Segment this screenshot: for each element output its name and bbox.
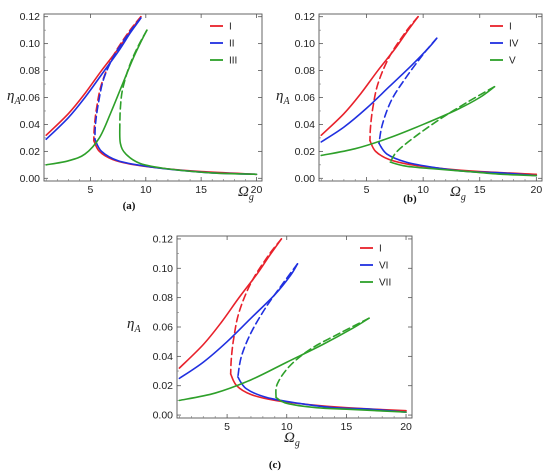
curves (45, 15, 258, 176)
chart-panel-2: 5 10 15 20 0.00 0.02 0.04 0.06 0.08 0.10 0.12 Ωg ηA I… (276, 11, 543, 205)
series-VII-dashed-branch (275, 317, 370, 399)
y-axis-label: ηA (276, 88, 290, 107)
y-tick-label: 0.00 (153, 410, 174, 422)
y-tick-label: 0.04 (153, 351, 174, 363)
y-tick-label: 0.12 (20, 11, 41, 23)
x-tick-label: 20 (530, 184, 542, 196)
legend-label-II: II (229, 39, 235, 50)
y-tick-label: 0.10 (295, 38, 316, 50)
y-axis-label: ηA (127, 316, 141, 335)
y-tick-label: 0.02 (153, 380, 174, 392)
series-VI-solid-branch (178, 263, 299, 380)
x-tick-label: 20 (251, 184, 263, 196)
y-tick-label: 0.08 (20, 65, 41, 77)
legend-label-VI: VI (379, 261, 388, 272)
series-III-dashed-branch (119, 29, 148, 127)
y-tick-label: 0.02 (295, 146, 316, 158)
legend-label-I: I (509, 22, 512, 33)
series-I-dashed-branch (229, 238, 283, 375)
x-tick-label: 5 (88, 184, 94, 196)
series-IV-solid-branch (378, 142, 538, 177)
series-I-solid-branch (229, 373, 407, 412)
series-VII-solid-branch (178, 317, 370, 402)
x-tick-label: 10 (281, 421, 293, 433)
legend-label-V: V (509, 56, 516, 67)
y-tick-label: 0.08 (153, 292, 174, 304)
legend-label-I: I (379, 244, 382, 255)
panel-label: (a) (123, 200, 136, 212)
series-I-solid-branch (320, 15, 419, 137)
y-tick-label: 0.12 (153, 233, 174, 245)
y-tick-label: 0.06 (153, 322, 174, 334)
legend-label-I: I (229, 22, 232, 33)
y-tick-label: 0.04 (20, 119, 41, 131)
series-I-dashed-branch (93, 15, 142, 142)
legend-label-III: III (229, 56, 237, 67)
x-tick-label: 20 (400, 421, 412, 433)
y-tick-label: 0.00 (295, 173, 316, 185)
y-tick-label: 0.12 (295, 11, 316, 23)
y-tick-label: 0.04 (295, 119, 316, 131)
curves (320, 15, 538, 177)
x-tick-label: 15 (341, 421, 353, 433)
series-V-solid-branch (320, 85, 496, 157)
legend: I VI VII (360, 244, 391, 289)
series-V-dashed-branch (389, 85, 496, 163)
series-II-dashed-branch (94, 17, 142, 141)
y-tick-label: 0.08 (295, 65, 316, 77)
x-tick-label: 5 (224, 421, 230, 433)
series-I-solid-branch (178, 238, 283, 369)
series-VI-dashed-branch (237, 263, 299, 378)
plot-frame (176, 235, 413, 419)
x-tick-label: 10 (140, 184, 152, 196)
chart-panel-3: 5 10 15 20 0.00 0.02 0.04 0.06 0.08 0.10 0.12 Ωg ηA I… (127, 233, 413, 471)
y-tick-label: 0.06 (20, 92, 41, 104)
panel-label: (b) (403, 193, 417, 205)
x-tick-label: 10 (417, 184, 429, 196)
x-axis-label: Ωg (284, 430, 300, 449)
y-tick-label: 0.10 (20, 38, 41, 50)
series-III-solid-branch (118, 124, 258, 176)
y-tick-label: 0.02 (20, 146, 41, 158)
panel-label: (c) (269, 459, 282, 471)
series-I-dashed-branch (369, 15, 419, 142)
series-VI-solid-branch (237, 376, 407, 413)
y-tick-label: 0.06 (295, 92, 316, 104)
y-tick-label: 0.10 (153, 263, 174, 275)
curves (178, 238, 407, 413)
x-tick-label: 15 (474, 184, 486, 196)
y-axis-label: ηA (7, 88, 21, 107)
x-tick-label: 5 (364, 184, 370, 196)
legend: I IV V (490, 22, 519, 67)
series-IV-dashed-branch (378, 37, 438, 145)
legend-label-IV: IV (509, 39, 519, 50)
chart-panel-1: 5 10 15 20 0.00 0.02 0.04 0.06 0.08 0.10 0.12 Ωg ηA I… (7, 11, 262, 212)
x-tick-label: 15 (195, 184, 207, 196)
legend-label-VII: VII (379, 278, 391, 289)
y-tick-label: 0.00 (20, 173, 41, 185)
series-VII-solid-branch (275, 396, 407, 413)
x-axis-label: Ωg (238, 184, 254, 203)
x-axis-label: Ωg (450, 184, 466, 203)
series-V-solid-branch (389, 161, 538, 177)
